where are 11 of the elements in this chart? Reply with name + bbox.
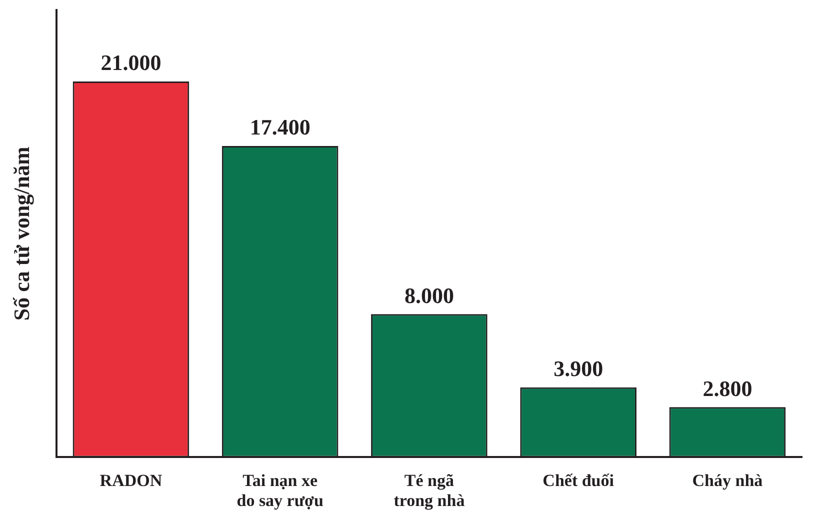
x-tick-label: Tai nạn xe do say rượu [236,470,324,510]
x-tick-label: RADON [100,470,163,490]
data-label: 21.000 [100,50,162,76]
y-axis-title: Số ca tử vong/năm [8,146,34,321]
data-label: 8.000 [404,282,454,308]
x-tick-label: Cháy nhà [692,470,764,490]
data-label: 17.400 [250,114,310,140]
data-label: 3.900 [554,356,604,382]
x-tick-label: Chết đuối [542,470,614,490]
x-tick-label: Té ngã trong nhà [394,470,466,510]
data-label: 2.800 [702,376,752,401]
